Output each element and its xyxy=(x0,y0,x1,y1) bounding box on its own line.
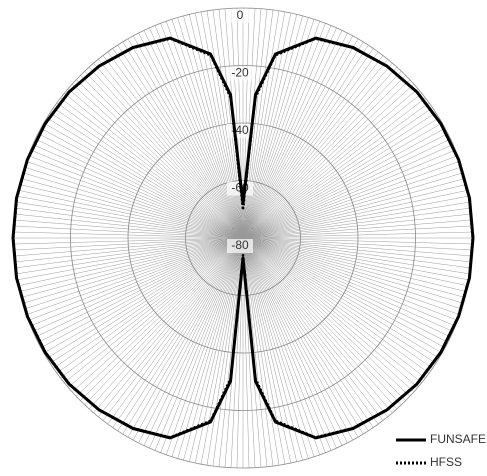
grid-ring xyxy=(70,65,416,411)
r-tick-label: -20 xyxy=(231,66,249,80)
tick-label-bg xyxy=(227,239,253,253)
r-tick-label: -80 xyxy=(231,238,249,252)
grid-ring xyxy=(185,180,301,296)
r-tick-label: 0 xyxy=(237,8,244,22)
legend-label: HFSS xyxy=(430,455,462,469)
series-line xyxy=(12,37,474,439)
tick-label-bg xyxy=(227,66,253,81)
legend-label: FUNSAFE xyxy=(430,432,486,446)
tick-label-bg xyxy=(227,9,253,23)
grid-ring xyxy=(127,122,359,354)
